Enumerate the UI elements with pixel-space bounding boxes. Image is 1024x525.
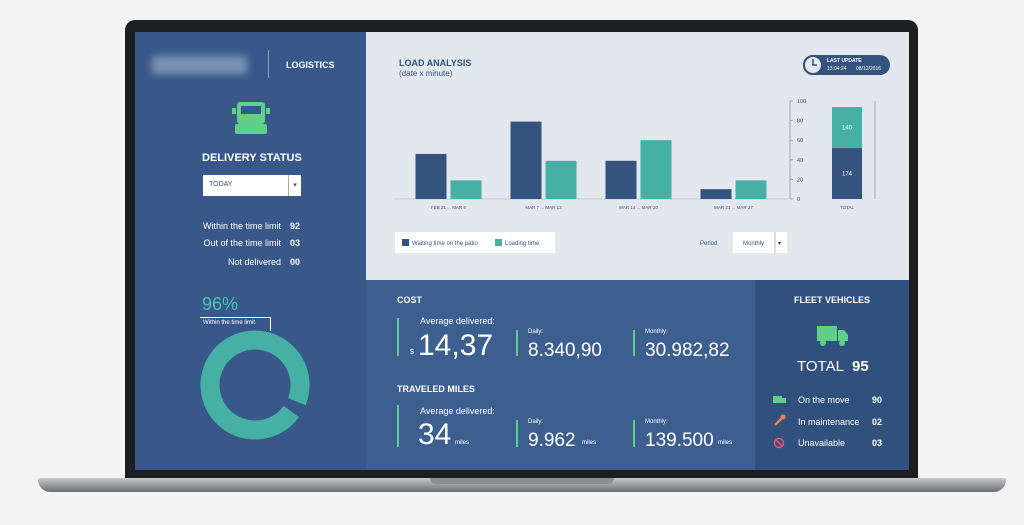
last-update-label: LAST UPDATE [827, 58, 862, 64]
accent-bar [397, 405, 399, 447]
bar [605, 160, 637, 199]
cost-title: COST [397, 295, 423, 305]
last-update-date: 08/12/2016 [856, 66, 881, 72]
legend-box [395, 232, 555, 253]
clock-hands [812, 59, 817, 66]
x-tick-label: MAR 7 ... MAR 13 [525, 205, 562, 210]
fleet-icon [817, 326, 848, 346]
accent-bar [633, 420, 635, 447]
accent-bar [397, 318, 399, 356]
status-value: 03 [290, 238, 301, 248]
miles-monthly: 139.500 [645, 430, 714, 451]
total-label: TOTAL [840, 205, 855, 210]
bar [510, 121, 542, 199]
cost-monthly: 30.982,82 [645, 340, 730, 361]
accent-bar [516, 330, 518, 356]
status-label: Out of the time limit [203, 238, 281, 248]
cost-daily-label: Daily: [528, 329, 544, 335]
bar [735, 180, 767, 199]
filter-dropdown[interactable]: TODAY ▾ [203, 175, 301, 196]
percent-tick [270, 317, 271, 331]
accent-bar [633, 330, 635, 356]
y-tick-label: 0 [797, 197, 800, 203]
brand: LOGISTICS [286, 60, 335, 70]
fleet-total-label: TOTAL [797, 358, 844, 375]
bar [415, 153, 447, 199]
donut-arc [200, 330, 310, 440]
status-label: Not delivered [227, 257, 281, 267]
last-update-time: 13:04:24 [827, 66, 847, 72]
laptop-base [38, 478, 1006, 492]
fleet-title: FLEET VEHICLES [793, 295, 870, 305]
fleet-total: 95 [852, 358, 869, 375]
miles-unit: miles [455, 440, 470, 446]
laptop-notch [430, 478, 614, 484]
fleet-item-value: 03 [872, 438, 883, 448]
percent-value: 96% [202, 294, 239, 314]
percent-caption: Within the time limit [203, 320, 256, 326]
fleet-item-label: On the move [798, 395, 850, 405]
y-tick-label: 100 [797, 99, 806, 105]
divider [268, 50, 269, 78]
miles-daily-label: Daily: [528, 419, 544, 425]
total-segment-label: 174 [842, 172, 853, 178]
x-tick-label: MAR 21 ... MAR 27 [714, 205, 753, 210]
y-tick-label: 60 [797, 138, 803, 144]
status-title: DELIVERY STATUS [202, 152, 302, 164]
miles-daily: 9.962 [528, 430, 576, 451]
percent-underline [200, 317, 270, 318]
miles-average: 34 [418, 418, 452, 451]
cost-monthly-label: Monthly: [645, 329, 668, 335]
bar [700, 189, 732, 199]
dropdown-arrow: ▾ [288, 175, 301, 196]
legend-swatch [495, 239, 502, 246]
fleet-item-label: In maintenance [798, 417, 860, 427]
load-chart: LOAD ANALYSIS (date x minute) LAST UPDAT… [366, 32, 909, 280]
fleet-item-label: Unavailable [798, 438, 846, 448]
cost-average: 14,37 [418, 329, 494, 362]
period-dropdown[interactable] [733, 232, 787, 253]
total-segment-label: 140 [842, 126, 853, 132]
y-tick-label: 40 [797, 158, 803, 164]
miles-average-label: Average delivered: [420, 406, 495, 416]
cost-currency: $ [410, 349, 414, 356]
last-update-pill [803, 55, 890, 75]
miles-unit: miles [582, 440, 597, 446]
miles-monthly-label: Monthly: [645, 419, 668, 425]
miles-title: TRAVELED MILES [397, 384, 475, 394]
y-tick-label: 20 [797, 177, 803, 183]
total-segment [832, 148, 862, 199]
chart-title: LOAD ANALYSIS [399, 58, 471, 68]
bar [640, 140, 672, 199]
miles-unit: miles [718, 440, 733, 446]
logo [152, 56, 247, 74]
cost-average-label: Average delivered: [420, 316, 495, 326]
status-value: 92 [290, 221, 301, 231]
fleet-item-value: 02 [872, 417, 883, 427]
donut [200, 330, 310, 440]
dropdown-arrow: ▾ [778, 241, 781, 247]
chart-subtitle: (date x minute) [399, 69, 453, 78]
truck-icon [232, 102, 270, 134]
status-value: 00 [290, 257, 301, 267]
fleet-icons [773, 396, 786, 449]
bar [545, 160, 577, 199]
y-tick-label: 80 [797, 119, 803, 125]
filter-value: TODAY [209, 181, 233, 188]
status-label: Within the time limit [202, 221, 281, 231]
bar [450, 180, 482, 199]
cost-daily: 8.340,90 [528, 340, 602, 361]
period-label: Period [700, 241, 717, 247]
total-segment [832, 107, 862, 149]
period-value: Monthly [743, 241, 764, 247]
x-tick-label: FEB 21 ... MAR 6 [431, 205, 467, 210]
legend-swatch [402, 239, 409, 246]
metrics-panel [366, 280, 755, 470]
accent-bar [516, 420, 518, 447]
x-tick-label: MAR 14 ... MAR 20 [619, 205, 658, 210]
legend-label: Loading time [505, 241, 540, 247]
fleet-item-value: 90 [872, 395, 883, 405]
legend-label: Waiting time on the patio [412, 241, 478, 247]
